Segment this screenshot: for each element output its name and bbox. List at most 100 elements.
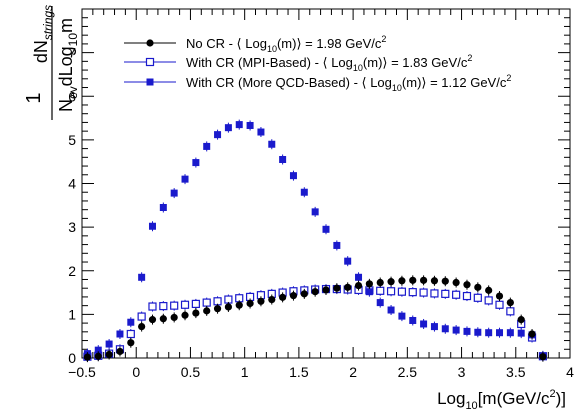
point-no_cr [213, 305, 222, 313]
y-tick-label: 7 [68, 45, 76, 61]
point-qcd [376, 299, 384, 307]
point-no_cr [127, 339, 135, 347]
point-qcd [181, 175, 189, 183]
y-axis-label: 1 dNstrings NevdLog10m [23, 5, 80, 120]
point-no_cr [485, 286, 493, 294]
y-axis-label-denominator: NevdLog10m [56, 18, 80, 112]
x-tick-label: 3.5 [506, 364, 526, 380]
point-qcd [116, 330, 124, 338]
point-qcd [279, 156, 287, 164]
point-mpi [126, 329, 135, 339]
legend-entry-qcd: With CR (More QCD-Based) - ⟨ Log10(m)⟩ =… [124, 73, 511, 93]
point-no_cr [289, 292, 298, 300]
x-tick-label: 0.5 [181, 364, 201, 380]
point-qcd [344, 257, 352, 265]
x-tick-label: −0.5 [68, 364, 96, 380]
point-mpi [473, 293, 482, 302]
point-no_cr [170, 313, 178, 322]
point-mpi [419, 288, 428, 297]
point-mpi [137, 312, 146, 321]
point-no_cr [474, 283, 482, 291]
y-tick-label: 1 [68, 306, 76, 322]
legend-label-mpi: With CR (MPI-Based) - ⟨ Log10(m)⟩ = 1.83… [186, 53, 472, 73]
y-tick-label: 4 [68, 176, 76, 192]
x-tick-label: 0 [132, 364, 140, 380]
point-qcd [355, 273, 363, 281]
point-qcd [289, 172, 297, 180]
x-axis-label-sub: 10 [465, 400, 477, 412]
point-no_cr [409, 276, 417, 284]
x-axis-label-post: )] [556, 389, 566, 408]
point-mpi [452, 290, 461, 299]
legend-label-no-cr: No CR - ⟨ Log10(m)⟩ = 1.98 GeV/c2 [186, 34, 386, 54]
legend-entry-mpi: With CR (MPI-Based) - ⟨ Log10(m)⟩ = 1.83… [124, 53, 472, 73]
point-qcd [257, 128, 265, 136]
point-qcd [420, 320, 428, 328]
y-axis-label-dN: dN [31, 40, 51, 63]
point-mpi [180, 300, 190, 309]
point-mpi [495, 300, 504, 309]
point-qcd [430, 323, 438, 331]
point-qcd [246, 121, 254, 129]
point-mpi [202, 298, 211, 307]
point-no_cr [495, 292, 504, 300]
point-no_cr [192, 309, 200, 317]
point-qcd [127, 318, 135, 326]
point-no_cr [528, 330, 536, 338]
point-no_cr [365, 280, 373, 288]
point-qcd [224, 124, 232, 132]
point-no_cr [506, 298, 514, 307]
y-tick-label: 0 [68, 350, 76, 366]
x-tick-label: 2 [349, 364, 357, 380]
y-tick-label: 2 [68, 263, 76, 279]
legend-marker-qcd [146, 78, 154, 86]
point-qcd [398, 312, 406, 320]
point-qcd [170, 189, 178, 197]
point-no_cr [376, 278, 384, 287]
point-qcd [268, 140, 276, 148]
point-no_cr [387, 278, 395, 286]
point-qcd [300, 188, 308, 196]
series-no_cr [83, 275, 547, 363]
point-no_cr [116, 347, 124, 356]
legend-entry-no-cr: No CR - ⟨ Log10(m)⟩ = 1.98 GeV/c2 [124, 34, 386, 54]
point-no_cr [181, 311, 189, 319]
y-tick-labels: 0 1 2 3 4 5 6 7 [68, 45, 76, 366]
point-no_cr [268, 295, 276, 304]
point-mpi [397, 287, 407, 296]
point-no_cr [257, 297, 265, 305]
point-mpi [462, 291, 472, 301]
point-qcd [365, 288, 373, 296]
legend-marker-no-cr [146, 39, 154, 47]
y-axis-label-ev: ev [66, 86, 80, 99]
x-tick-labels: −0.5 0 0.5 1 1.5 2 2.5 3 3.5 4 [68, 364, 574, 380]
point-qcd [148, 222, 156, 230]
point-qcd [485, 329, 493, 337]
point-no_cr [539, 353, 547, 361]
point-mpi [506, 307, 515, 316]
legend-marker-mpi [145, 57, 155, 67]
point-no_cr [430, 277, 439, 285]
point-no_cr [159, 315, 167, 323]
point-no_cr [246, 299, 254, 308]
point-no_cr [311, 288, 319, 296]
point-mpi [159, 301, 168, 311]
x-tick-label: 3 [458, 364, 466, 380]
y-tick-label: 3 [68, 219, 76, 235]
point-no_cr [203, 307, 211, 315]
point-qcd [94, 346, 102, 354]
y-tick-label: 6 [68, 88, 76, 104]
y-axis-label-dLog: dLog [56, 46, 76, 86]
point-qcd [159, 203, 167, 211]
point-mpi [441, 289, 450, 298]
y-tick-label: 5 [68, 132, 76, 148]
point-no_cr [300, 290, 308, 298]
point-no_cr [83, 353, 92, 361]
point-qcd [192, 159, 200, 167]
point-qcd [496, 329, 504, 337]
point-mpi [386, 287, 396, 296]
point-qcd [452, 326, 460, 334]
point-qcd [311, 208, 319, 216]
legend-label-qcd: With CR (More QCD-Based) - ⟨ Log10(m)⟩ =… [186, 73, 511, 93]
point-mpi [148, 302, 157, 311]
